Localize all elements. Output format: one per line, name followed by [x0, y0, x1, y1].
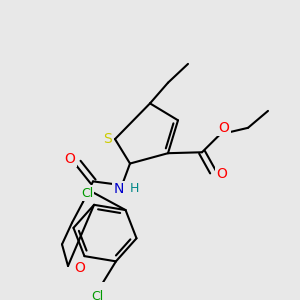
Text: S: S — [103, 132, 111, 146]
Text: Cl: Cl — [91, 290, 103, 300]
Text: O: O — [217, 167, 227, 181]
Text: H: H — [129, 182, 139, 195]
Text: Cl: Cl — [81, 187, 93, 200]
Text: O: O — [64, 152, 75, 166]
Text: O: O — [75, 261, 86, 275]
Text: O: O — [219, 121, 230, 135]
Text: N: N — [114, 182, 124, 196]
